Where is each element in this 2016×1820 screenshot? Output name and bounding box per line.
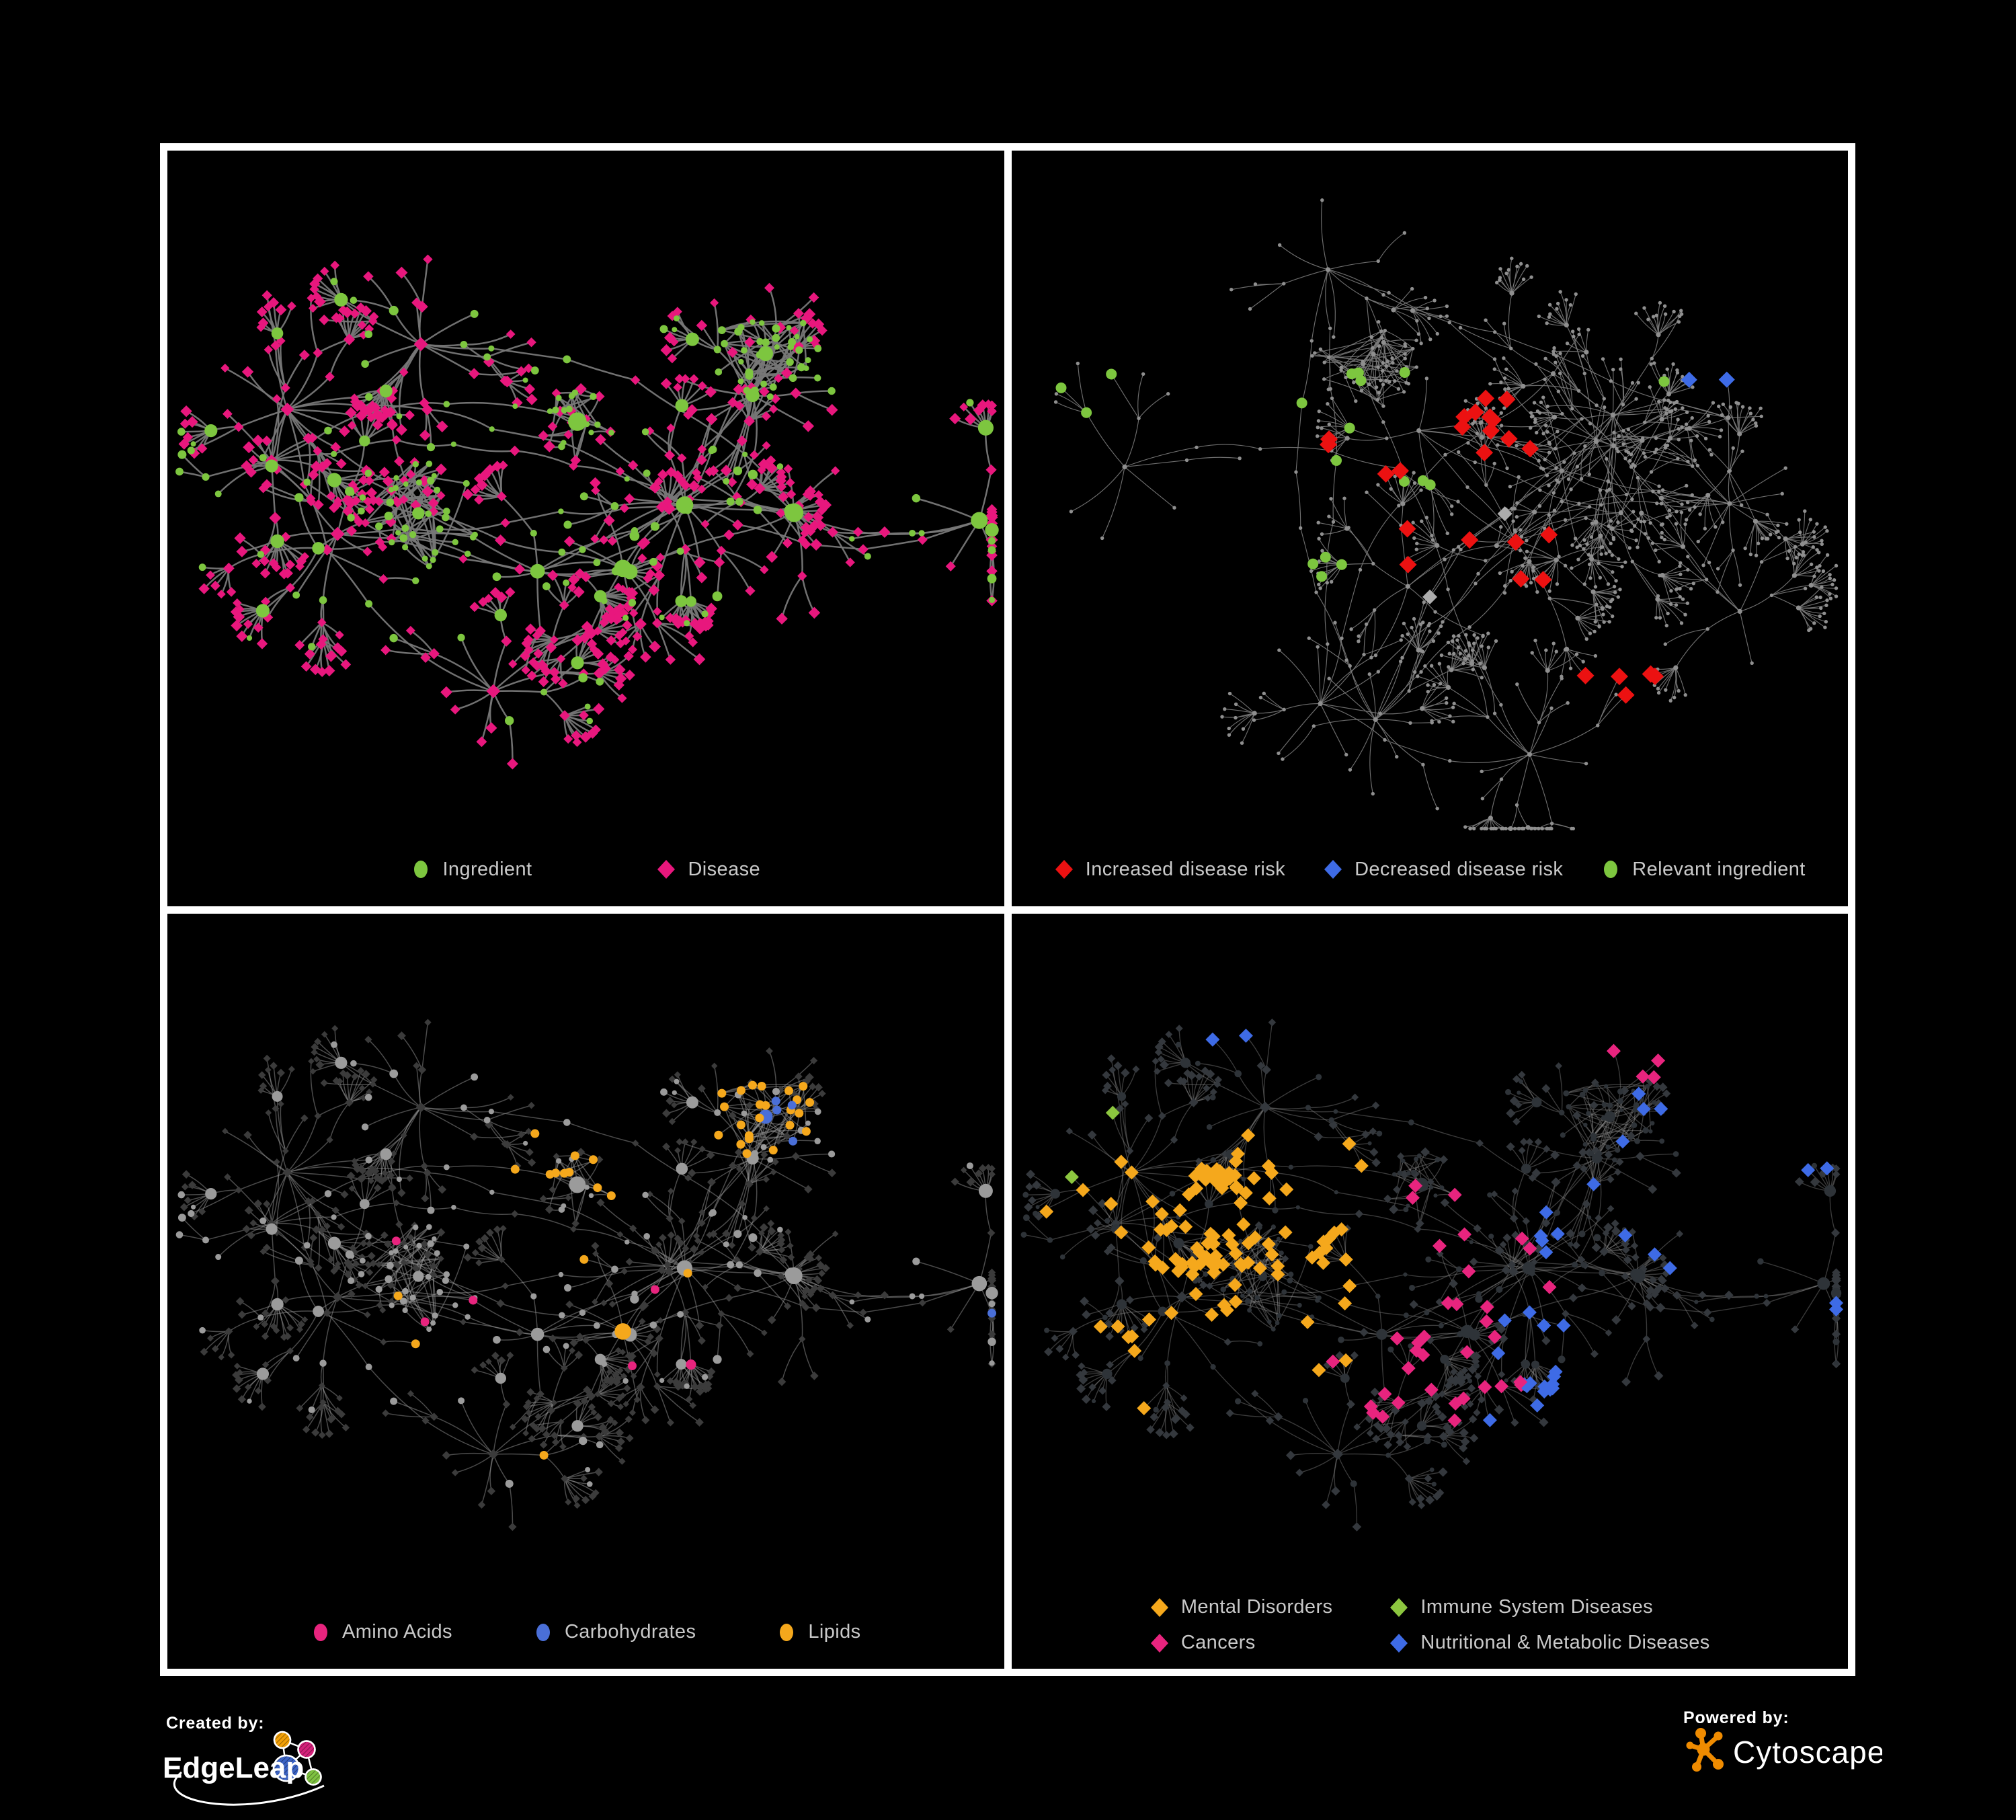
legend-disease-classes: Mental Disorders Immune System Diseases Ca… bbox=[1012, 1596, 1849, 1654]
legend-label: Lipids bbox=[808, 1621, 861, 1643]
legend-item-amino-acids: Amino Acids bbox=[311, 1621, 452, 1643]
circle-swatch-icon bbox=[1604, 861, 1618, 878]
legend-ingredient-classes: Amino Acids Carbohydrates Lipids bbox=[167, 1621, 1004, 1643]
panel-ingredient-disease: Ingredient Disease bbox=[167, 151, 1004, 906]
legend-item-increased-disease-risk: Increased disease risk bbox=[1054, 859, 1285, 881]
diamond-swatch-icon bbox=[1390, 1633, 1408, 1653]
legend-label: Increased disease risk bbox=[1085, 858, 1286, 880]
legend-label: Cancers bbox=[1180, 1632, 1256, 1653]
network-disease-classes bbox=[1020, 1018, 1843, 1532]
legend-label: Disease bbox=[688, 858, 761, 880]
powered-by-label: Powered by: bbox=[1683, 1708, 1789, 1727]
network-ingredient-classes bbox=[175, 1018, 998, 1531]
network-disease-risk bbox=[1053, 198, 1838, 832]
edgeleap-logo: EdgeLeap bbox=[163, 1731, 325, 1806]
legend-item-carbohydrates: Carbohydrates bbox=[533, 1621, 696, 1643]
legend-label: Immune System Diseases bbox=[1420, 1596, 1654, 1618]
edgeleap-swoosh bbox=[173, 1771, 325, 1806]
legend-item-lipids: Lipids bbox=[776, 1621, 860, 1643]
panel-grid: Ingredient Disease Increased disease risk… bbox=[160, 143, 1855, 1676]
diamond-swatch-icon bbox=[657, 860, 676, 879]
panel-ingredient-classes: Amino Acids Carbohydrates Lipids bbox=[167, 913, 1004, 1669]
legend-ingredient-disease: Ingredient Disease bbox=[167, 859, 1004, 881]
cytoscape-logo-nodes bbox=[1686, 1728, 1724, 1772]
legend-label: Mental Disorders bbox=[1180, 1596, 1333, 1618]
legend-label: Ingredient bbox=[442, 858, 532, 880]
network-ingredient-disease bbox=[175, 254, 999, 770]
legend-label: Decreased disease risk bbox=[1355, 858, 1564, 880]
legend-item-immune-system-diseases: Immune System Diseases bbox=[1389, 1596, 1709, 1618]
legend-label: Carbohydrates bbox=[564, 1621, 696, 1643]
panel-disease-classes: Mental Disorders Immune System Diseases Ca… bbox=[1011, 913, 1849, 1669]
legend-label: Amino Acids bbox=[341, 1621, 452, 1643]
legend-label: Relevant ingredient bbox=[1632, 858, 1806, 880]
legend-item-ingredient: Ingredient bbox=[411, 859, 532, 881]
diamond-swatch-icon bbox=[1055, 860, 1073, 879]
circle-swatch-icon bbox=[536, 1623, 550, 1641]
cytoscape-logo: Cytoscape bbox=[1686, 1728, 1882, 1772]
edgeleap-logo-nodes bbox=[272, 1731, 322, 1786]
edgeleap-wordmark: EdgeLeap bbox=[163, 1751, 304, 1784]
circle-swatch-icon bbox=[313, 1623, 327, 1641]
legend-item-relevant-ingredient: Relevant ingredient bbox=[1601, 859, 1805, 881]
created-by-label: Created by: bbox=[166, 1714, 265, 1733]
cytoscape-wordmark: Cytoscape bbox=[1733, 1735, 1882, 1770]
diamond-swatch-icon bbox=[1390, 1597, 1408, 1617]
legend-item-decreased-disease-risk: Decreased disease risk bbox=[1323, 859, 1563, 881]
diamond-swatch-icon bbox=[1324, 860, 1342, 879]
diamond-swatch-icon bbox=[1150, 1597, 1168, 1617]
circle-swatch-icon bbox=[780, 1623, 794, 1641]
legend-label: Nutritional & Metabolic Diseases bbox=[1420, 1632, 1710, 1653]
legend-item-disease: Disease bbox=[656, 859, 760, 881]
legend-disease-risk: Increased disease risk Decreased disease … bbox=[1012, 859, 1849, 881]
diamond-swatch-icon bbox=[1150, 1633, 1168, 1653]
legend-item-mental-disorders: Mental Disorders bbox=[1150, 1596, 1333, 1618]
panel-disease-risk: Increased disease risk Decreased disease … bbox=[1011, 151, 1849, 906]
legend-item-cancers: Cancers bbox=[1150, 1632, 1333, 1654]
legend-item-nutritional-metabolic-diseases: Nutritional & Metabolic Diseases bbox=[1389, 1632, 1709, 1654]
circle-swatch-icon bbox=[414, 861, 428, 878]
